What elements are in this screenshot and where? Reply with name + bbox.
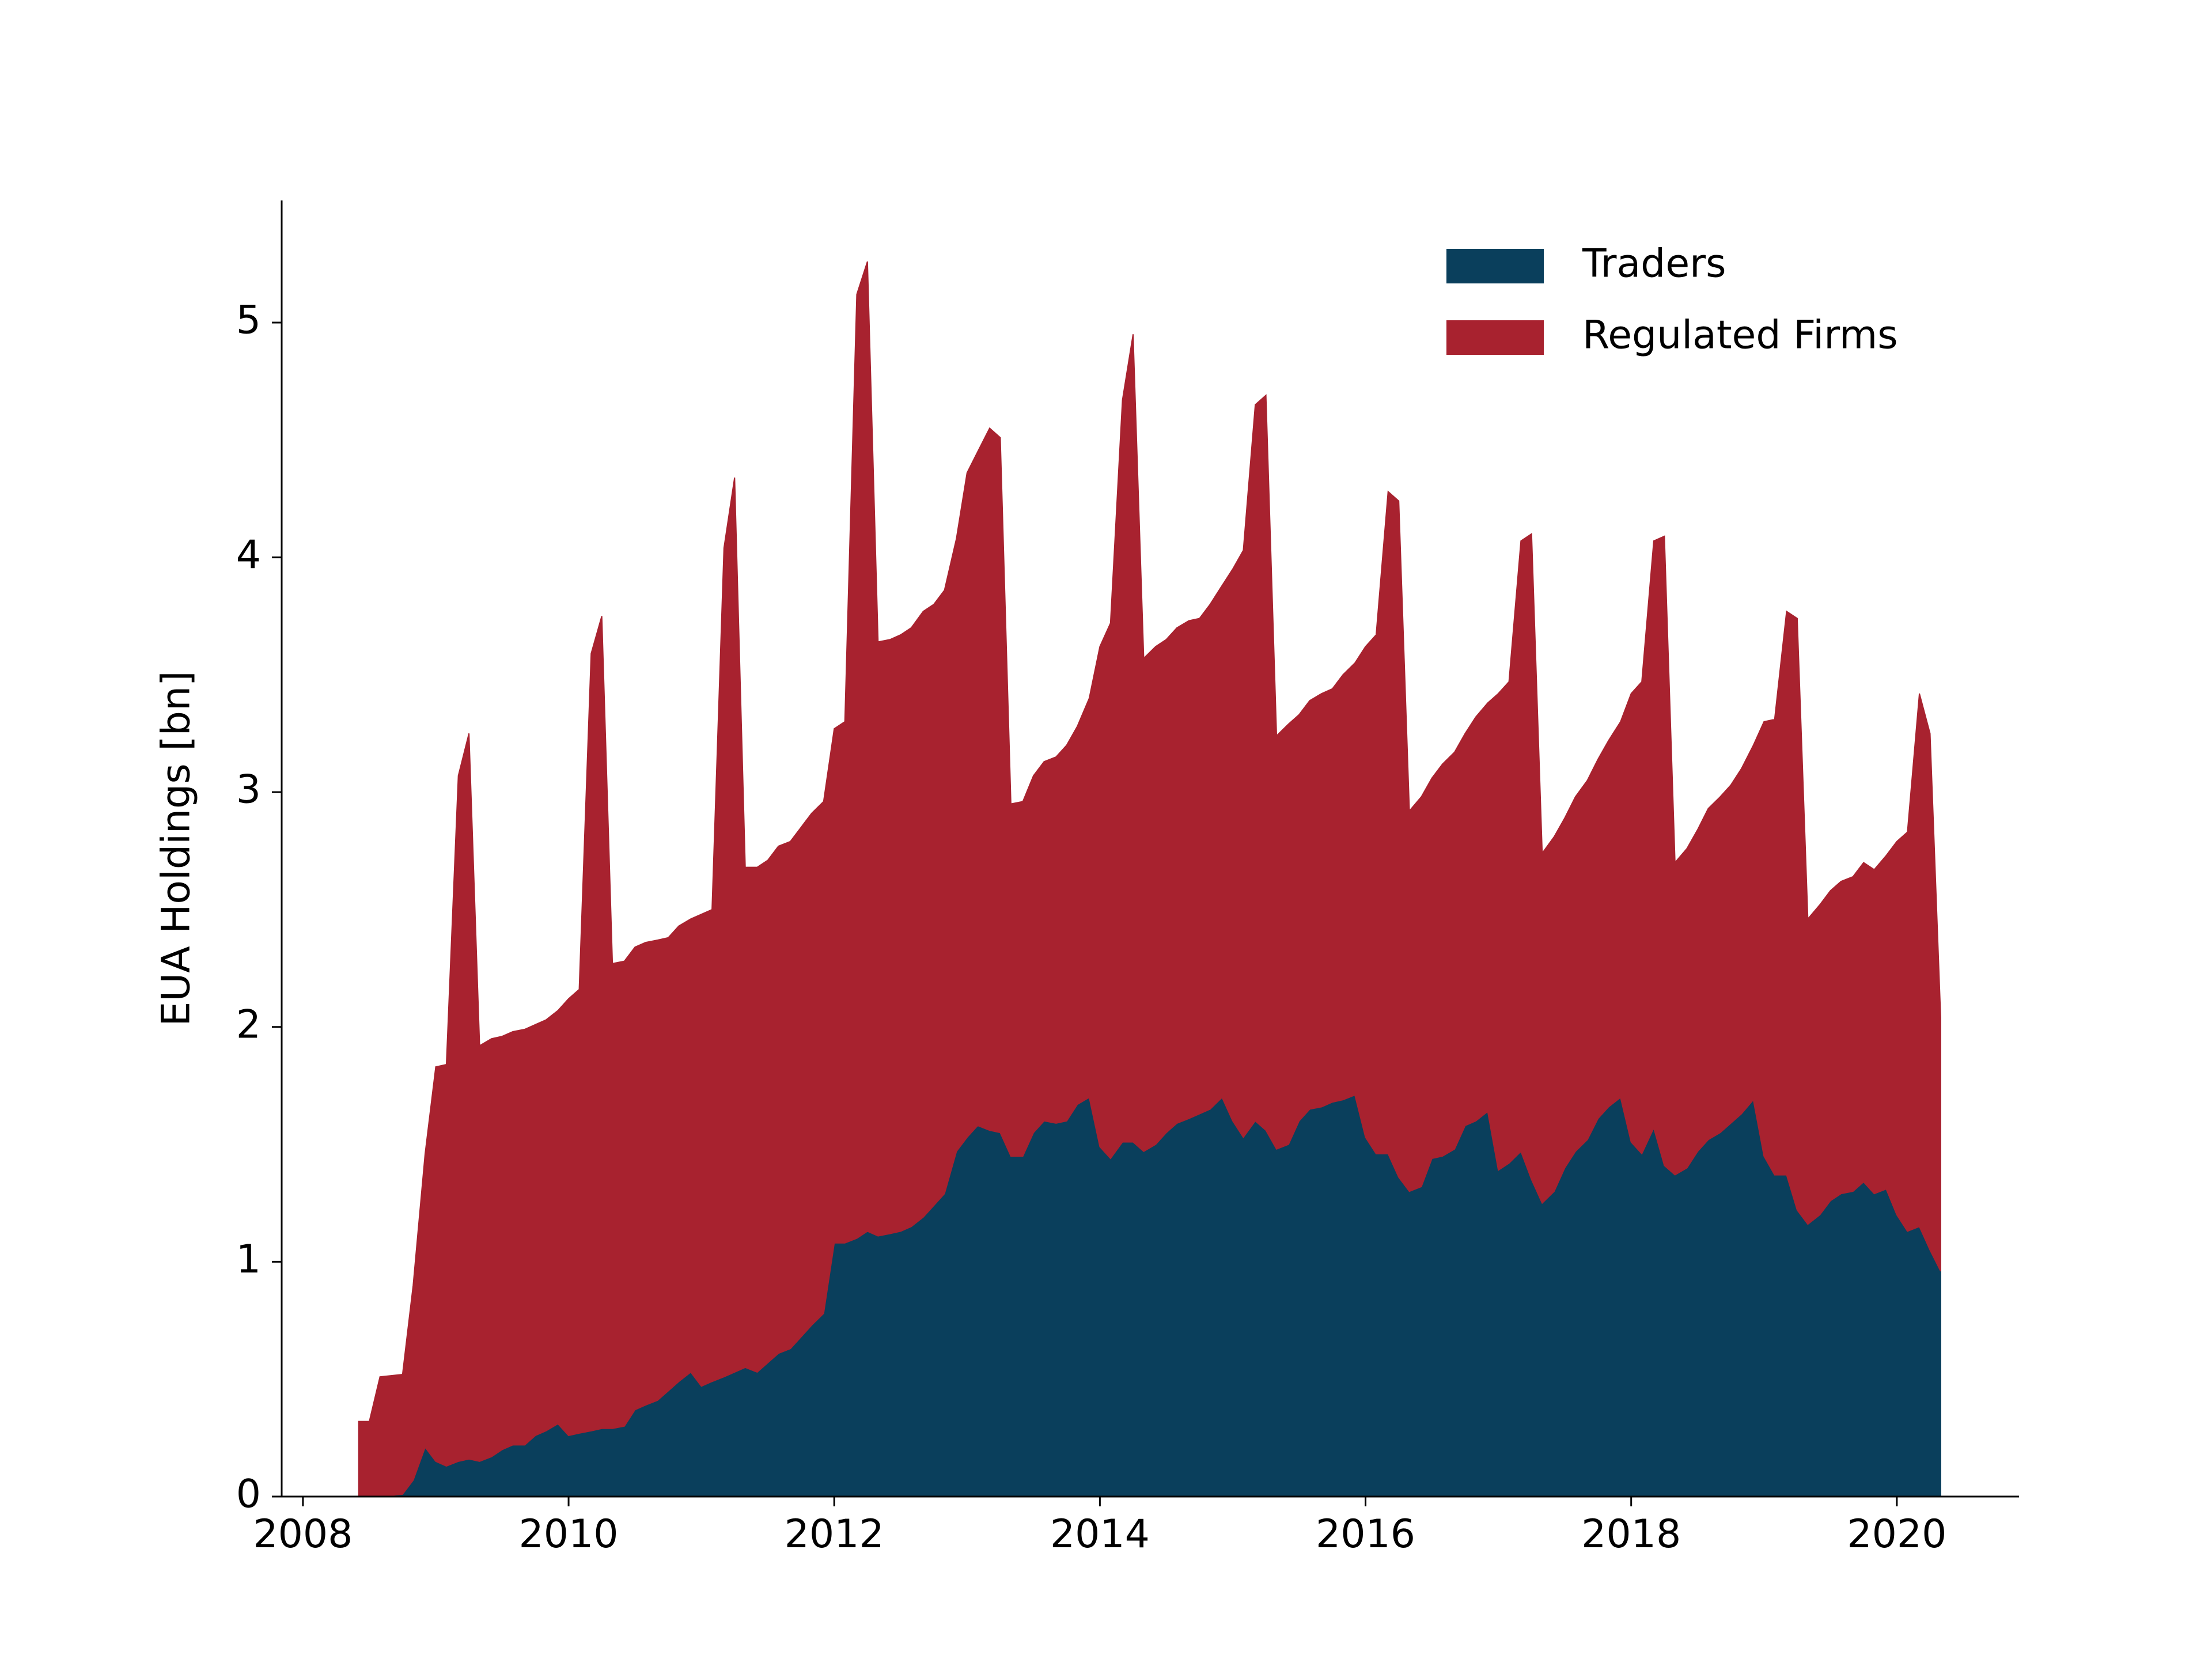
x-tick-label: 2020 (1847, 1512, 1946, 1557)
area (358, 261, 1941, 1497)
y-tick-label: 5 (236, 298, 261, 343)
y-tick-label: 3 (236, 767, 261, 813)
x-tick-label: 2014 (1050, 1512, 1150, 1557)
x-tick-label: 2012 (785, 1512, 884, 1557)
x-tick-label: 2008 (253, 1512, 353, 1557)
y-tick-label: 0 (236, 1472, 261, 1517)
y-tick-label: 1 (236, 1237, 261, 1282)
y-tick-label: 4 (236, 532, 261, 578)
legend-label: Traders (1582, 241, 1726, 287)
x-tick-label: 2016 (1316, 1512, 1415, 1557)
legend-swatch (1446, 249, 1544, 283)
x-tick-label: 2010 (519, 1512, 619, 1557)
y-tick-label: 2 (236, 1002, 261, 1047)
legend-swatch (1446, 320, 1544, 355)
x-tick-label: 2018 (1581, 1512, 1681, 1557)
legend-label: Regulated Firms (1582, 313, 1898, 358)
y-axis-label: EUA Holdings [bn] (154, 671, 199, 1026)
